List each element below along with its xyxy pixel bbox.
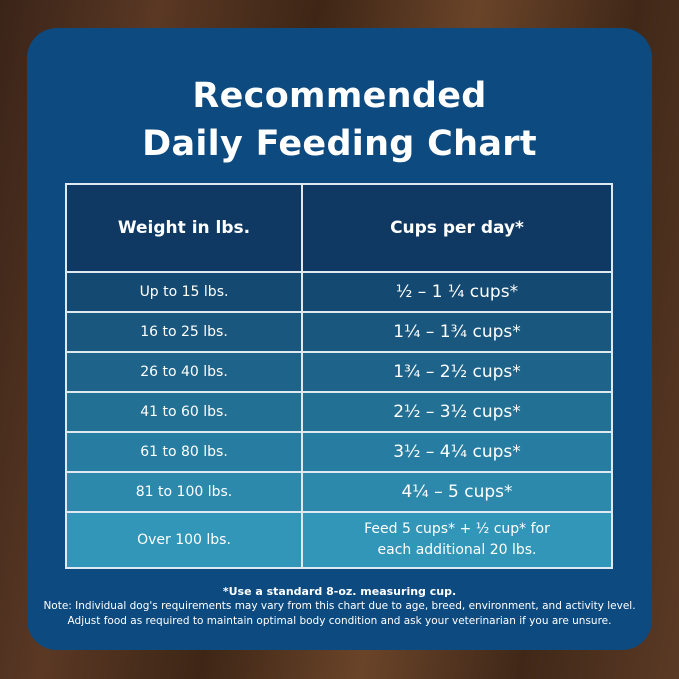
footnote: *Use a standard 8-oz. measuring cup. [222,585,457,598]
cups-cell: ½ – 1 ¼ cups* [301,271,613,313]
cups-cell: 3½ – 4¼ cups* [301,431,613,473]
table-row: Over 100 lbs. Feed 5 cups* + ½ cup* for ea… [65,511,613,569]
header-cups: Cups per day* [301,183,613,273]
cups-cell: 1¾ – 2½ cups* [301,351,613,393]
table-row: 41 to 60 lbs. 2½ – 3½ cups* [65,391,613,433]
weight-cell: 81 to 100 lbs. [65,471,303,513]
weight-cell: Over 100 lbs. [65,511,303,569]
notes: *Use a standard 8-oz. measuring cup. Not… [27,584,652,629]
weight-cell: 16 to 25 lbs. [65,311,303,353]
title-line-2: Daily Feeding Chart [142,124,537,164]
weight-cell: 61 to 80 lbs. [65,431,303,473]
cups-cell: 2½ – 3½ cups* [301,391,613,433]
feeding-table: Weight in lbs. Cups per day* Up to 15 lb… [65,183,613,569]
cups-cell: 1¼ – 1¾ cups* [301,311,613,353]
table-row: 16 to 25 lbs. 1¼ – 1¾ cups* [65,311,613,353]
cups-cell: 4¼ – 5 cups* [301,471,613,513]
weight-cell: 41 to 60 lbs. [65,391,303,433]
table-row: 81 to 100 lbs. 4¼ – 5 cups* [65,471,613,513]
cups-line-1: Feed 5 cups* + ½ cup* for [364,521,550,537]
cups-line-2: each additional 20 lbs. [377,542,537,558]
cups-cell: Feed 5 cups* + ½ cup* for each additional… [301,511,613,569]
header-weight: Weight in lbs. [65,183,303,273]
table-header-row: Weight in lbs. Cups per day* [65,183,613,273]
table-row: 61 to 80 lbs. 3½ – 4¼ cups* [65,431,613,473]
chart-title: Recommended Daily Feeding Chart [27,72,652,168]
table-row: Up to 15 lbs. ½ – 1 ¼ cups* [65,271,613,313]
table-row: 26 to 40 lbs. 1¾ – 2½ cups* [65,351,613,393]
title-line-1: Recommended [192,76,487,116]
weight-cell: Up to 15 lbs. [65,271,303,313]
note-line-2: Adjust food as required to maintain opti… [67,615,612,627]
weight-cell: 26 to 40 lbs. [65,351,303,393]
feeding-chart-panel: Recommended Daily Feeding Chart Weight i… [27,28,652,650]
note-line-1: Note: Individual dog's requirements may … [43,600,636,612]
